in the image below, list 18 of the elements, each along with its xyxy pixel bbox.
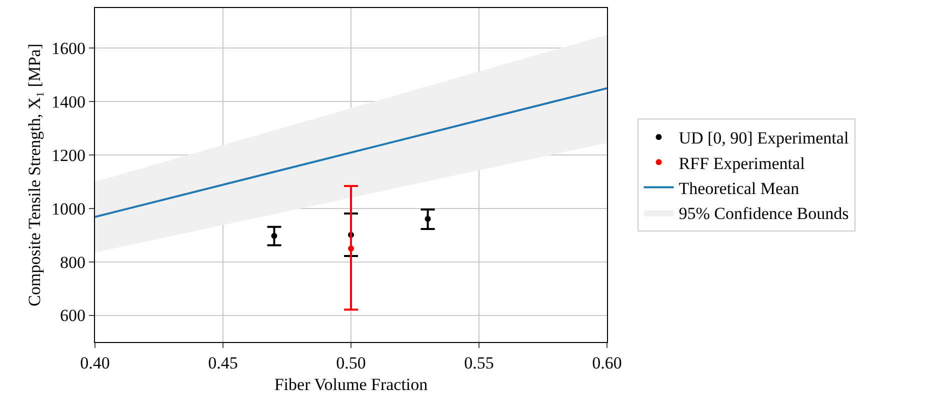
y-tick-label: 1600 <box>52 39 86 58</box>
point <box>348 245 354 252</box>
y-tick-label: 1400 <box>52 92 86 112</box>
x-axis-title: Fiber Volume Fraction <box>274 374 428 394</box>
x-tick-label: 0.60 <box>592 354 622 372</box>
legend-label: RFF Experimental <box>678 154 806 173</box>
x-tick-label: 0.55 <box>464 354 494 372</box>
legend-label: Theoretical Mean <box>678 178 800 198</box>
legend-label: UD [0, 90] Experimental <box>678 128 849 148</box>
y-tick-label: 800 <box>60 252 86 272</box>
x-tick-label: 0.40 <box>80 354 110 372</box>
y-tick-label: 600 <box>60 306 86 326</box>
y-tick-label: 1200 <box>52 146 86 165</box>
x-tick-label: 0.50 <box>336 354 366 372</box>
y-axis-title: Composite Tensile Strength, X₁ [MPa] <box>25 44 44 306</box>
x-tick-label: 0.45 <box>208 354 238 372</box>
legend-label: 95% Confidence Bounds <box>678 204 849 223</box>
y-tick-label: 1000 <box>52 199 86 218</box>
